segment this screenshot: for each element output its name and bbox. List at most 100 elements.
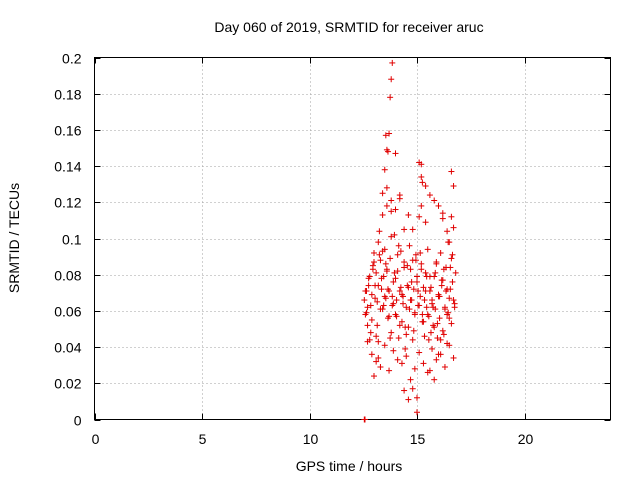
data-point	[389, 293, 396, 300]
x-tick-labels: 0 5 10 15 20	[92, 431, 534, 447]
data-point	[431, 324, 438, 331]
y-tick-label: 0	[74, 413, 82, 429]
axis-ticks	[94, 57, 611, 421]
data-point	[397, 248, 404, 255]
data-point	[411, 309, 418, 316]
data-point	[426, 192, 433, 199]
data-point	[439, 210, 446, 217]
data-point	[445, 309, 452, 316]
data-point	[366, 273, 373, 280]
data-point	[391, 269, 398, 276]
data-point	[390, 278, 397, 285]
data-point	[392, 206, 399, 213]
data-point	[450, 224, 457, 231]
data-point	[378, 286, 385, 293]
data-point	[449, 278, 456, 285]
data-point	[439, 327, 446, 334]
data-point	[374, 298, 381, 305]
data-point	[402, 345, 409, 352]
data-point	[421, 297, 428, 304]
data-point	[375, 282, 382, 289]
data-point	[408, 278, 415, 285]
data-point	[429, 345, 436, 352]
data-point	[379, 248, 386, 255]
data-point	[427, 284, 434, 291]
data-point	[450, 354, 457, 361]
data-point	[436, 315, 443, 322]
data-point	[406, 242, 413, 249]
data-point	[449, 251, 456, 258]
y-tick-label: 0.02	[54, 376, 81, 392]
data-point	[419, 311, 426, 318]
x-tick-label: 0	[92, 431, 100, 447]
data-point	[375, 239, 382, 246]
data-point	[394, 268, 401, 275]
data-point	[422, 269, 429, 276]
data-point	[383, 202, 390, 209]
data-point	[430, 304, 437, 311]
data-point	[386, 367, 393, 374]
data-point	[450, 297, 457, 304]
data-point	[412, 257, 419, 264]
y-tick-label: 0.04	[54, 340, 81, 356]
data-point	[403, 304, 410, 311]
data-point	[367, 302, 374, 309]
data-point	[368, 351, 375, 358]
data-point	[435, 202, 442, 209]
data-point	[444, 340, 451, 347]
data-point	[393, 313, 400, 320]
data-point	[391, 231, 398, 238]
x-tick-label: 20	[518, 431, 534, 447]
data-point	[419, 179, 426, 186]
data-point	[422, 183, 429, 190]
data-point	[423, 304, 430, 311]
data-point	[420, 284, 427, 291]
data-point	[418, 266, 425, 273]
data-point	[387, 255, 394, 262]
data-point	[415, 287, 422, 294]
data-point	[443, 264, 450, 271]
data-point	[403, 331, 410, 338]
data-point	[416, 302, 423, 309]
data-point	[400, 300, 407, 307]
data-point	[435, 351, 442, 358]
data-point	[361, 416, 368, 423]
data-point	[374, 322, 381, 329]
data-point	[386, 313, 393, 320]
data-point	[388, 233, 395, 240]
data-point	[414, 278, 420, 285]
data-point	[426, 367, 433, 374]
data-point	[424, 246, 431, 253]
data-point	[417, 249, 424, 256]
x-tick-label: 10	[303, 431, 319, 447]
data-point	[377, 306, 384, 313]
data-point	[416, 213, 423, 220]
y-axis-label: SRMTID / TECUs	[6, 183, 22, 293]
data-point	[375, 338, 382, 345]
data-point	[381, 342, 388, 349]
data-point	[439, 215, 446, 222]
data-point	[451, 300, 458, 307]
data-point	[423, 273, 430, 280]
data-point	[375, 354, 382, 361]
data-point	[387, 94, 394, 101]
data-point	[412, 251, 419, 258]
data-point	[420, 360, 427, 367]
data-point	[387, 335, 394, 342]
data-point	[441, 364, 448, 371]
data-point	[438, 282, 445, 289]
data-point	[373, 333, 380, 340]
data-point	[433, 356, 440, 363]
chart-title: Day 060 of 2019, SRMTID for receiver aru…	[214, 19, 483, 35]
data-point	[424, 311, 431, 318]
y-tick-label: 0.12	[54, 195, 81, 211]
y-tick-label: 0.08	[54, 268, 81, 284]
data-point	[401, 264, 408, 271]
x-tick-label: 15	[410, 431, 426, 447]
data-point	[396, 322, 403, 329]
data-point	[393, 297, 400, 304]
data-point	[368, 316, 375, 323]
data-point	[381, 166, 388, 173]
data-point	[438, 277, 445, 284]
data-point	[364, 304, 371, 311]
